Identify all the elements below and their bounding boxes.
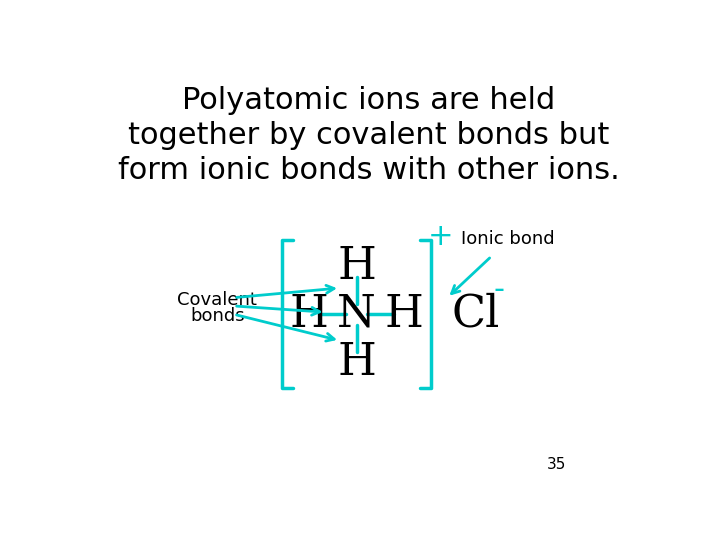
Text: Covalent: Covalent — [177, 291, 257, 309]
Text: -: - — [493, 275, 505, 304]
Text: Polyatomic ions are held: Polyatomic ions are held — [182, 85, 556, 114]
Text: H: H — [337, 341, 376, 384]
Text: +: + — [428, 221, 454, 251]
Text: form ionic bonds with other ions.: form ionic bonds with other ions. — [118, 156, 620, 185]
Text: Cl: Cl — [452, 293, 500, 336]
Text: H: H — [385, 293, 424, 336]
Text: H: H — [289, 293, 328, 336]
Text: H: H — [337, 245, 376, 288]
Text: Ionic bond: Ionic bond — [462, 231, 555, 248]
Text: together by covalent bonds but: together by covalent bonds but — [128, 121, 610, 150]
Text: 35: 35 — [547, 457, 567, 472]
Text: bonds: bonds — [190, 307, 245, 326]
Text: N: N — [337, 293, 376, 336]
